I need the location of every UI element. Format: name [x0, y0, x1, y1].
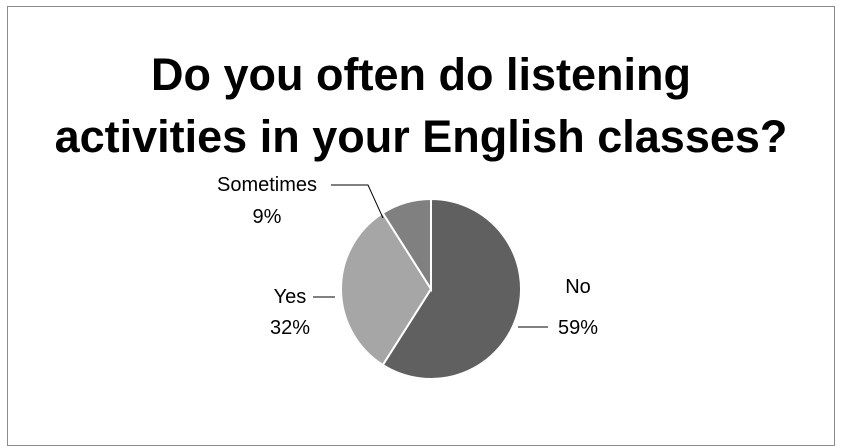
- slice-label-sometimes: Sometimes: [217, 174, 317, 196]
- slice-value-sometimes: 9%: [253, 206, 282, 228]
- slice-value-no: 59%: [558, 317, 598, 339]
- pie-slice-yes: [340, 211, 433, 367]
- chart-title-line-1: Do you often do listening: [151, 49, 691, 100]
- pie-slice-no: [381, 197, 522, 380]
- leader-line-sometimes: [331, 184, 384, 219]
- slice-value-yes: 32%: [270, 317, 310, 339]
- pie-slices: [340, 197, 522, 380]
- chart-title-line-2: activities in your English classes?: [54, 111, 788, 162]
- chart-title: Do you often do listening activities in …: [7, 44, 835, 168]
- pie-chart: No 59% Yes 32% Sometimes 9%: [217, 174, 598, 380]
- pie-slice-sometimes: [381, 197, 432, 293]
- slice-label-no: No: [565, 276, 591, 298]
- slice-label-yes: Yes: [274, 286, 307, 308]
